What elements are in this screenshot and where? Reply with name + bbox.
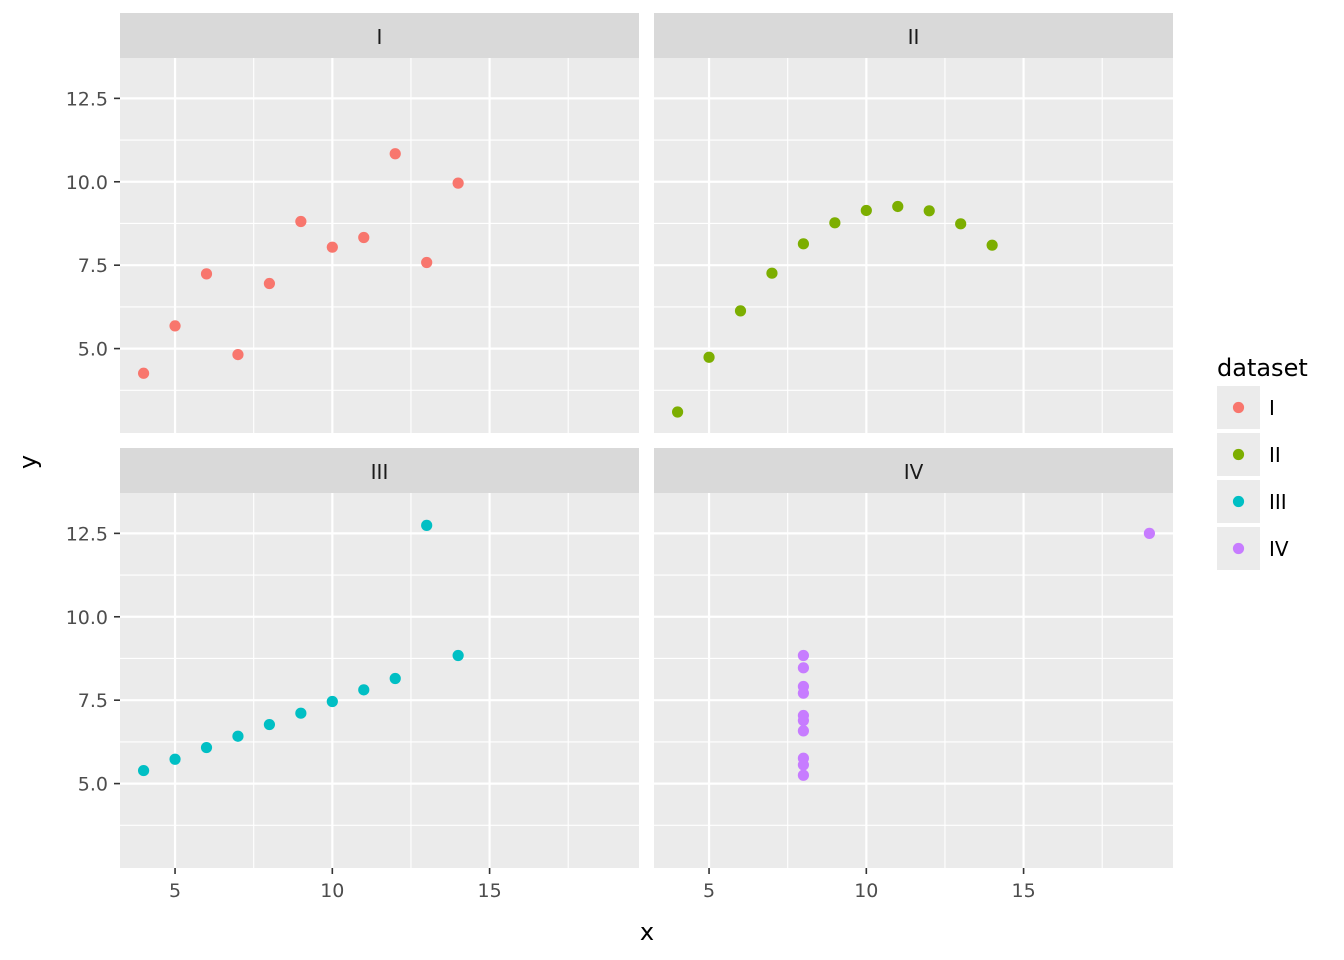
panel-background xyxy=(120,58,639,433)
legend-key-point xyxy=(1232,448,1245,461)
data-point-II xyxy=(829,217,841,229)
y-tick-label: 12.5 xyxy=(66,88,108,110)
y-tick-label: 7.5 xyxy=(78,690,108,712)
panel-background xyxy=(654,58,1173,433)
facet-panel-I: I 5.0 7.5 10.0 12.5 xyxy=(66,13,639,433)
data-point-IV xyxy=(1143,527,1156,539)
legend-item-I: I xyxy=(1217,386,1275,429)
data-point-II xyxy=(860,204,872,217)
data-point-I xyxy=(421,256,433,269)
x-tick-label: 5 xyxy=(169,880,181,902)
facet-strip-label: III xyxy=(371,460,389,484)
data-point-III xyxy=(200,741,213,754)
x-tick-label: 15 xyxy=(477,880,501,902)
x-tick-label: 10 xyxy=(854,880,878,902)
data-point-III xyxy=(263,718,276,731)
y-tick-label: 12.5 xyxy=(66,523,108,545)
legend-key-point xyxy=(1232,495,1245,508)
data-point-II xyxy=(986,239,998,251)
legend-label: II xyxy=(1269,443,1281,467)
data-point-I xyxy=(326,241,338,253)
facet-strip-label: II xyxy=(908,25,920,49)
legend-label: III xyxy=(1269,490,1287,514)
y-tick-label: 5.0 xyxy=(78,774,108,796)
y-tick-label: 5.0 xyxy=(78,339,108,361)
facet-strip xyxy=(120,13,639,58)
facet-strip xyxy=(120,448,639,493)
facet-strip xyxy=(654,448,1173,493)
data-point-III xyxy=(326,695,338,708)
data-point-IV xyxy=(797,649,810,662)
data-point-I xyxy=(169,320,181,332)
x-tick-label: 5 xyxy=(703,880,715,902)
data-point-IV xyxy=(797,725,810,737)
data-point-IV xyxy=(797,759,810,771)
data-point-II xyxy=(955,218,967,230)
data-point-IV xyxy=(797,769,810,781)
legend-item-III: III xyxy=(1217,480,1287,523)
data-point-III xyxy=(169,753,181,765)
data-point-IV xyxy=(797,662,810,674)
data-point-I xyxy=(452,177,464,189)
data-point-II xyxy=(797,238,810,250)
y-tick-label: 10.0 xyxy=(66,172,108,194)
data-point-II xyxy=(703,351,715,363)
facet-panel-IV: IV 5 10 15 xyxy=(654,448,1173,902)
data-point-III xyxy=(389,672,401,685)
panel-background xyxy=(120,493,639,868)
facet-strip-label: I xyxy=(377,25,383,49)
legend-key-point xyxy=(1232,542,1245,555)
y-tick-label: 7.5 xyxy=(78,255,108,277)
y-tick-label: 10.0 xyxy=(66,607,108,629)
legend-label: I xyxy=(1269,396,1275,420)
data-point-I xyxy=(232,348,244,361)
data-point-I xyxy=(389,148,401,160)
panel-background xyxy=(654,493,1173,868)
data-point-II xyxy=(923,205,935,217)
y-axis-title: y xyxy=(14,455,42,469)
data-point-I xyxy=(200,268,213,280)
x-tick-label: 10 xyxy=(320,880,344,902)
data-point-II xyxy=(892,200,904,213)
data-point-IV xyxy=(797,714,810,727)
legend-item-II: II xyxy=(1217,433,1281,476)
legend-key-point xyxy=(1232,401,1245,414)
data-point-III xyxy=(295,707,307,719)
data-point-IV xyxy=(797,680,810,693)
facet-strip xyxy=(654,13,1173,58)
legend-item-IV: IV xyxy=(1217,527,1289,570)
data-point-I xyxy=(137,367,150,379)
data-point-III xyxy=(137,764,150,777)
data-point-I xyxy=(358,231,370,244)
x-tick-label: 15 xyxy=(1011,880,1035,902)
facet-strip-label: IV xyxy=(904,460,924,484)
legend-title: dataset xyxy=(1217,354,1308,382)
legend-label: IV xyxy=(1269,537,1289,561)
x-axis-title: x xyxy=(640,918,654,946)
data-point-II xyxy=(734,305,747,317)
data-point-II xyxy=(671,406,684,418)
data-point-I xyxy=(263,277,276,290)
facet-panel-III: III 5.0 7.5 10.0 12.5 5 10 15 xyxy=(66,448,639,902)
data-point-I xyxy=(295,215,307,228)
facet-panel-II: II xyxy=(654,13,1173,433)
data-point-III xyxy=(232,730,244,742)
data-point-III xyxy=(421,519,433,531)
data-point-III xyxy=(452,649,464,662)
data-point-III xyxy=(358,684,370,696)
data-point-II xyxy=(766,267,778,279)
